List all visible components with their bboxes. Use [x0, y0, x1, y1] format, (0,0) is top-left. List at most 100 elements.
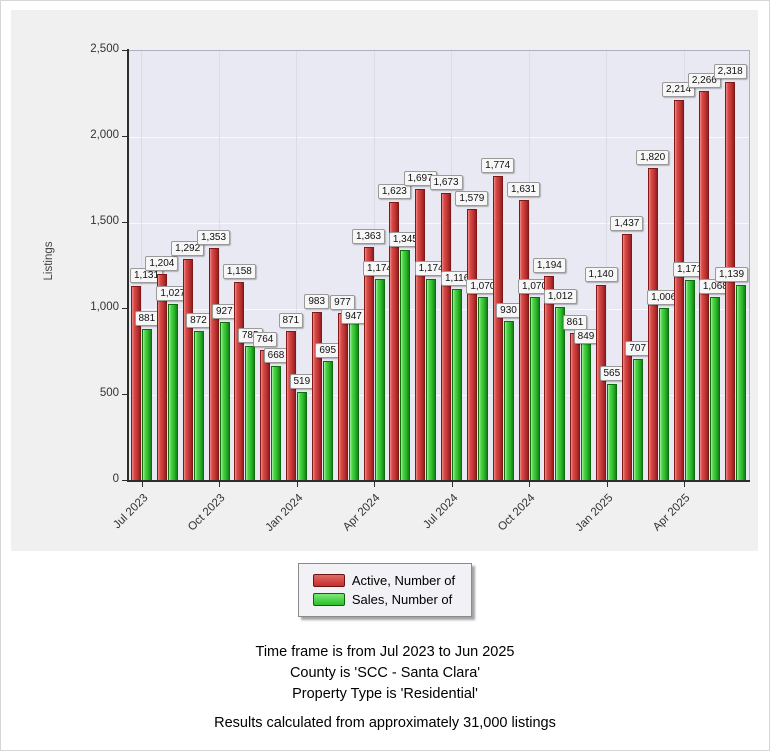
bar-value-label-active: 1,437 [610, 215, 644, 231]
bar-value-label-active: 871 [278, 313, 304, 329]
bar-value-label-sales: 1,116 [441, 271, 474, 287]
bar-active [415, 189, 426, 481]
y-axis-tick-label: 2,500 [90, 43, 119, 55]
y-axis-tick-label: 1,500 [90, 215, 119, 227]
report-criteria: Time frame is from Jul 2023 to Jun 2025 … [1, 642, 769, 734]
bar-sales [477, 296, 488, 481]
x-axis-tick [606, 482, 608, 487]
bar-value-label-sales: 849 [573, 328, 599, 344]
bar-value-label-sales: 881 [134, 311, 160, 327]
y-axis-title: Listings [43, 241, 55, 281]
bar-value-label-sales: 947 [341, 308, 366, 324]
legend-row-active: Active, Number of [312, 573, 456, 588]
bar-value-label-active: 1,158 [222, 263, 256, 279]
bar-sales [684, 279, 695, 481]
criteria-property-type: Property Type is 'Residential' [292, 686, 478, 702]
bar-value-label-sales: 668 [263, 348, 289, 364]
bar-active [596, 284, 606, 481]
bar-sales [245, 345, 256, 481]
gridline-vertical [141, 51, 143, 481]
bar-sales [607, 383, 617, 481]
bar-active [673, 100, 684, 481]
chart-panel: Listings 1,131 881 1,204 1,027 1,292 872 1,353… [11, 10, 758, 551]
x-axis-tick-label: Jan 2024 [263, 492, 306, 534]
legend: Active, Number of Sales, Number of [1, 563, 769, 617]
bar-value-label-active: 1,353 [197, 230, 231, 246]
bar-active [363, 246, 374, 481]
legend-label-active: Active, Number of [351, 573, 456, 588]
bar-value-label-active: 977 [330, 294, 355, 310]
bar-value-label-active: 1,194 [532, 257, 566, 273]
bar-active [647, 167, 658, 481]
bar-sales [452, 289, 462, 481]
bar-active [337, 312, 348, 481]
gridline-vertical [606, 51, 608, 481]
bar-value-label-active: 1,631 [507, 182, 541, 198]
bar-value-label-active: 2,214 [662, 82, 696, 98]
y-axis-line [127, 49, 129, 481]
bar-active [544, 275, 555, 481]
bar-sales [219, 321, 230, 481]
bar-sales [658, 307, 669, 481]
bar-value-label-active: 1,363 [352, 228, 386, 244]
bar-active [441, 193, 451, 481]
bar-value-label-active: 2,266 [687, 73, 721, 89]
bar-value-label-active: 983 [304, 293, 330, 309]
criteria-results-count: Results calculated from approximately 31… [214, 715, 556, 731]
criteria-timeframe: Time frame is from Jul 2023 to Jun 2025 [255, 644, 515, 660]
bar-value-label-sales: 519 [289, 373, 315, 389]
active-swatch-icon [312, 574, 345, 587]
bar-sales [426, 279, 437, 481]
bar-sales [503, 321, 514, 481]
bar-value-label-active: 1,774 [481, 157, 515, 173]
bar-active [389, 201, 400, 481]
bar-active [466, 209, 477, 481]
bar-sales [581, 334, 592, 481]
gridline-horizontal [129, 394, 749, 396]
y-axis-tick [122, 222, 127, 223]
x-axis-tick-label: Oct 2024 [496, 492, 538, 534]
bar-sales [632, 359, 643, 481]
bar-sales [529, 296, 540, 481]
gridline-horizontal [129, 222, 749, 224]
bar-active [131, 286, 141, 481]
bar-active [156, 273, 167, 481]
gridline-horizontal [129, 136, 749, 138]
bar-value-label-active: 861 [562, 314, 588, 330]
bar-value-label-sales: 1,174 [363, 261, 397, 277]
bar-sales [297, 391, 307, 481]
bar-sales [736, 285, 747, 481]
bar-sales [555, 306, 566, 481]
x-axis-tick [374, 482, 376, 487]
x-axis-tick [219, 482, 221, 487]
y-axis-tick [122, 136, 127, 137]
legend-row-sales: Sales, Number of [312, 592, 455, 607]
bar-active [518, 200, 529, 481]
bar-active [311, 311, 322, 481]
bar-value-label-sales: 927 [212, 303, 237, 319]
bar-sales [271, 366, 282, 481]
x-axis-tick-label: Jul 2023 [111, 492, 151, 532]
gridline-vertical [451, 51, 453, 481]
bar-sales [193, 331, 204, 481]
x-axis-tick [296, 482, 298, 487]
bar-active [286, 331, 296, 481]
y-axis-tick-label: 0 [112, 473, 119, 485]
bar-value-label-active: 1,623 [377, 183, 411, 199]
plot-area: 1,131 881 1,204 1,027 1,292 872 1,353 927 1,158 7… [129, 50, 750, 481]
y-axis-tick-label: 1,000 [90, 301, 119, 313]
bar-sales [710, 297, 721, 481]
gridline-vertical [528, 51, 530, 481]
bar-active [492, 175, 503, 481]
gridline-horizontal [129, 308, 749, 310]
bar-value-label-sales: 1,139 [715, 267, 749, 283]
bar-active [260, 349, 271, 481]
bar-sales [348, 318, 359, 481]
x-axis-tick-label: Jul 2024 [421, 492, 461, 532]
sales-swatch-icon [312, 593, 345, 606]
x-axis-tick-label: Oct 2023 [186, 492, 228, 534]
bar-value-label-sales: 1,174 [414, 261, 448, 277]
x-axis-tick [684, 482, 686, 487]
gridline-vertical [218, 51, 220, 481]
y-axis-tick-label: 2,000 [90, 129, 119, 141]
